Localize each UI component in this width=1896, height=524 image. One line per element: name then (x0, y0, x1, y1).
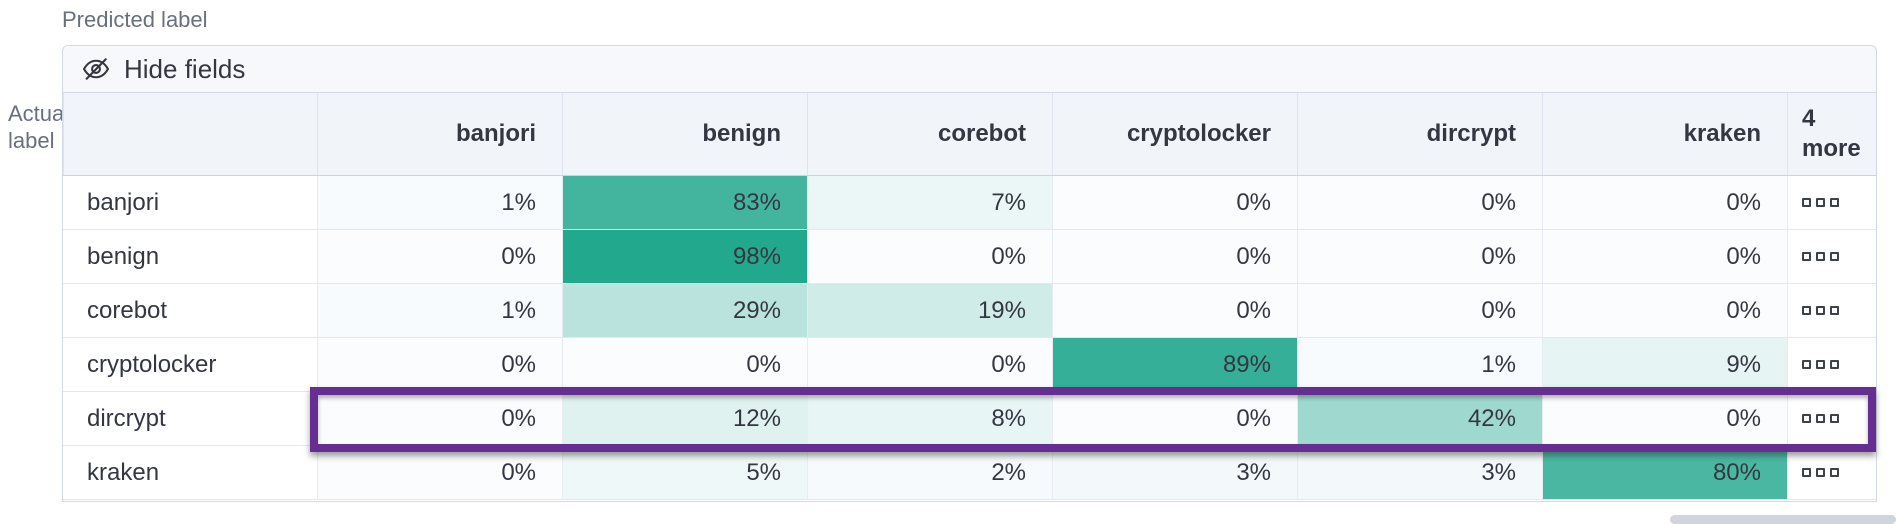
cell-cryptolocker-corebot: 0% (807, 338, 1052, 391)
row-label-kraken: kraken (63, 446, 317, 499)
row-label-cryptolocker: cryptolocker (63, 338, 317, 391)
table-row-benign: benign 0% 98% 0% 0% 0% 0% (63, 230, 1876, 284)
cell-kraken-banjori: 0% (317, 446, 562, 499)
cell-banjori-cryptolocker: 0% (1052, 176, 1297, 229)
box-dot (1816, 306, 1825, 315)
cell-benign-kraken: 0% (1542, 230, 1787, 283)
cell-kraken-kraken: 80% (1542, 446, 1787, 499)
overflow-cell-cryptolocker (1787, 338, 1876, 391)
box-dot (1830, 306, 1839, 315)
column-header-corebot: corebot (807, 93, 1052, 175)
cell-kraken-cryptolocker: 3% (1052, 446, 1297, 499)
confusion-matrix-panel: Hide fields banjori benign corebot cryptolo… (62, 45, 1877, 502)
cell-corebot-banjori: 1% (317, 284, 562, 337)
cell-dircrypt-kraken: 0% (1542, 392, 1787, 445)
actual-label-axis-title: Actual label (8, 101, 70, 153)
eye-closed-icon (82, 58, 110, 80)
horizontal-scrollbar-thumb[interactable] (1670, 515, 1896, 524)
cell-corebot-kraken: 0% (1542, 284, 1787, 337)
box-dot (1802, 198, 1811, 207)
cell-cryptolocker-kraken: 9% (1542, 338, 1787, 391)
table-row-cryptolocker: cryptolocker 0% 0% 0% 89% 1% 9% (63, 338, 1876, 392)
hide-fields-label: Hide fields (124, 53, 246, 84)
cell-corebot-corebot: 19% (807, 284, 1052, 337)
cell-corebot-benign: 29% (562, 284, 807, 337)
row-label-corebot: corebot (63, 284, 317, 337)
box-dot (1802, 414, 1811, 423)
cell-kraken-dircrypt: 3% (1297, 446, 1542, 499)
column-header-cryptolocker: cryptolocker (1052, 93, 1297, 175)
predicted-label-axis-title: Predicted label (62, 7, 208, 32)
boxes-horizontal-icon[interactable] (1802, 198, 1839, 207)
boxes-horizontal-icon[interactable] (1802, 468, 1839, 477)
column-header-banjori: banjori (317, 93, 562, 175)
cell-benign-benign: 98% (562, 230, 807, 283)
row-label-dircrypt: dircrypt (63, 392, 317, 445)
confusion-matrix-grid: banjori benign corebot cryptolocker dircrypt… (63, 93, 1876, 501)
cell-benign-corebot: 0% (807, 230, 1052, 283)
cell-cryptolocker-benign: 0% (562, 338, 807, 391)
box-dot (1816, 252, 1825, 261)
cell-benign-banjori: 0% (317, 230, 562, 283)
cell-dircrypt-banjori: 0% (317, 392, 562, 445)
box-dot (1802, 306, 1811, 315)
cell-cryptolocker-cryptolocker: 89% (1052, 338, 1297, 391)
cell-cryptolocker-banjori: 0% (317, 338, 562, 391)
box-dot (1816, 414, 1825, 423)
boxes-horizontal-icon[interactable] (1802, 414, 1839, 423)
row-label-banjori: banjori (63, 176, 317, 229)
column-header-row: banjori benign corebot cryptolocker dircrypt… (63, 93, 1876, 176)
column-header-benign: benign (562, 93, 807, 175)
box-dot (1816, 360, 1825, 369)
column-header-dircrypt: dircrypt (1297, 93, 1542, 175)
hide-fields-button[interactable]: Hide fields (63, 46, 1876, 93)
boxes-horizontal-icon[interactable] (1802, 360, 1839, 369)
cell-dircrypt-cryptolocker: 0% (1052, 392, 1297, 445)
overflow-cell-kraken (1787, 446, 1876, 499)
box-dot (1816, 198, 1825, 207)
cell-kraken-corebot: 2% (807, 446, 1052, 499)
cell-cryptolocker-dircrypt: 1% (1297, 338, 1542, 391)
overflow-cell-banjori (1787, 176, 1876, 229)
table-row-banjori: banjori 1% 83% 7% 0% 0% 0% (63, 176, 1876, 230)
cell-benign-dircrypt: 0% (1297, 230, 1542, 283)
row-label-benign: benign (63, 230, 317, 283)
overflow-cell-benign (1787, 230, 1876, 283)
box-dot (1830, 252, 1839, 261)
box-dot (1830, 414, 1839, 423)
cell-benign-cryptolocker: 0% (1052, 230, 1297, 283)
cell-dircrypt-dircrypt: 42% (1297, 392, 1542, 445)
overflow-cell-corebot (1787, 284, 1876, 337)
cell-corebot-dircrypt: 0% (1297, 284, 1542, 337)
boxes-horizontal-icon[interactable] (1802, 252, 1839, 261)
overflow-cell-dircrypt (1787, 392, 1876, 445)
box-dot (1830, 468, 1839, 477)
cell-banjori-banjori: 1% (317, 176, 562, 229)
overflow-columns-header[interactable]: 4 more (1787, 93, 1876, 175)
column-header-kraken: kraken (1542, 93, 1787, 175)
box-dot (1830, 360, 1839, 369)
box-dot (1830, 198, 1839, 207)
table-row-corebot: corebot 1% 29% 19% 0% 0% 0% (63, 284, 1876, 338)
box-dot (1816, 468, 1825, 477)
cell-banjori-dircrypt: 0% (1297, 176, 1542, 229)
cell-banjori-benign: 83% (562, 176, 807, 229)
cell-dircrypt-corebot: 8% (807, 392, 1052, 445)
box-dot (1802, 252, 1811, 261)
cell-dircrypt-benign: 12% (562, 392, 807, 445)
cell-corebot-cryptolocker: 0% (1052, 284, 1297, 337)
cell-banjori-kraken: 0% (1542, 176, 1787, 229)
box-dot (1802, 360, 1811, 369)
table-row-kraken: kraken 0% 5% 2% 3% 3% 80% (63, 446, 1876, 500)
box-dot (1802, 468, 1811, 477)
corner-header-cell (63, 93, 317, 175)
table-row-dircrypt: dircrypt 0% 12% 8% 0% 42% 0% (63, 392, 1876, 446)
cell-banjori-corebot: 7% (807, 176, 1052, 229)
cell-kraken-benign: 5% (562, 446, 807, 499)
boxes-horizontal-icon[interactable] (1802, 306, 1839, 315)
